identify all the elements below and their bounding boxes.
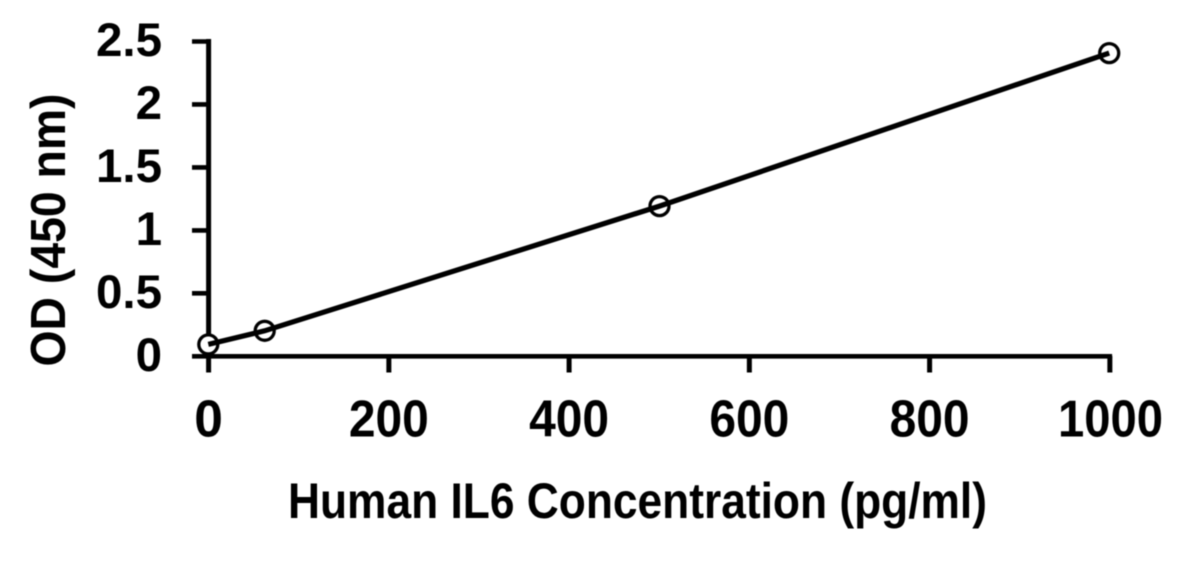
svg-text:2: 2 xyxy=(136,77,162,130)
svg-text:OD (450 nm): OD (450 nm) xyxy=(22,94,76,367)
svg-text:1.5: 1.5 xyxy=(96,140,162,193)
svg-text:1: 1 xyxy=(136,203,162,256)
svg-text:400: 400 xyxy=(529,390,609,448)
svg-text:1000: 1000 xyxy=(1058,390,1163,448)
svg-text:600: 600 xyxy=(709,390,789,448)
svg-text:0: 0 xyxy=(194,390,223,448)
svg-text:0: 0 xyxy=(136,329,162,382)
svg-text:800: 800 xyxy=(890,390,970,448)
svg-text:200: 200 xyxy=(349,390,429,448)
svg-text:0.5: 0.5 xyxy=(96,266,162,319)
svg-text:Human IL6 Concentration (pg/ml: Human IL6 Concentration (pg/ml) xyxy=(288,473,987,529)
svg-text:2.5: 2.5 xyxy=(96,14,162,67)
